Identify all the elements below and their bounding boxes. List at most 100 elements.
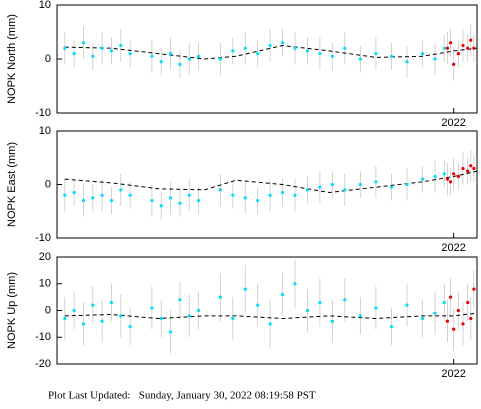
data-point [187,57,191,61]
data-point [72,190,76,195]
data-point [187,193,191,197]
data-point [81,41,86,45]
data-point [305,308,310,313]
data-point [433,57,437,61]
data-point [196,54,201,58]
y-tick-label: 20 [39,251,51,263]
data-point [456,308,460,313]
data-point [445,319,450,323]
y-tick-label: 0 [45,178,51,190]
data-point [343,46,347,50]
data-point [469,38,473,42]
data-point [178,298,182,302]
y-axis-label: NOPK Up (mm) [6,272,18,349]
data-point [256,198,260,203]
data-point [178,62,182,66]
data-point [178,201,182,205]
data-point [448,41,453,45]
data-point [243,287,247,291]
model-line [64,312,478,320]
data-point [81,198,86,203]
data-point [442,300,446,305]
data-point [168,330,173,334]
data-point [452,62,456,66]
data-point [343,298,347,302]
data-point [318,300,322,305]
data-point [196,198,201,203]
data-point [150,306,154,310]
data-point [389,324,394,329]
data-point [405,182,409,187]
x-tick-label: 2022 [441,117,465,129]
y-tick-label: -10 [35,107,51,119]
data-point [119,188,123,192]
data-point [72,308,76,313]
data-point [461,43,465,48]
x-tick-label: 2022 [441,242,465,254]
data-point [358,182,362,187]
data-point [268,193,272,197]
data-point [343,188,347,192]
data-point [63,46,67,50]
plot-frame [56,130,478,239]
data-point [420,316,425,321]
model-line [64,44,478,60]
data-point [466,169,470,173]
data-point [72,52,76,56]
y-tick-label: -20 [35,358,51,370]
data-point [168,52,173,56]
data-point [433,174,437,179]
data-point [469,316,473,321]
data-point [461,322,465,326]
data-point [445,46,450,50]
data-point [243,46,247,50]
data-point [91,303,95,307]
data-point [293,46,297,50]
x-tick-label: 2022 [441,368,465,380]
data-point [100,46,104,50]
y-axis-label: NOPK East (mm) [6,142,18,227]
y-tick-label: 0 [45,304,51,316]
data-point [305,49,310,53]
data-point [231,193,235,197]
data-point [109,49,114,53]
data-point [466,46,470,50]
data-point [109,198,114,203]
plot-frame [56,4,478,114]
data-point [280,190,285,195]
data-point [466,300,470,305]
data-point [231,49,235,53]
data-point [318,185,322,189]
data-point [218,295,222,299]
data-point [442,172,446,176]
data-point [100,319,104,323]
data-point [448,295,453,299]
data-point [374,52,378,56]
data-point [293,193,297,197]
data-point [150,54,154,58]
data-point [128,324,132,329]
data-point [452,327,456,331]
data-point [445,177,450,181]
data-point [63,193,67,197]
y-tick-label: 10 [39,125,51,137]
footer: Plot Last Updated: Sunday, January 30, 2… [48,390,316,402]
data-point [218,57,222,61]
data-point [472,166,476,171]
data-point [128,193,132,197]
data-point [159,204,163,208]
data-point [187,314,191,318]
y-tick-label: -10 [35,331,51,343]
data-point [456,52,460,56]
data-point [420,177,425,181]
data-point [452,172,456,176]
data-point [405,303,409,307]
y-tick-label: 10 [39,278,51,290]
data-point [442,46,446,50]
data-point [318,52,322,56]
data-point [469,164,473,168]
data-point [389,185,394,189]
data-point [159,316,163,321]
data-point [63,316,67,321]
